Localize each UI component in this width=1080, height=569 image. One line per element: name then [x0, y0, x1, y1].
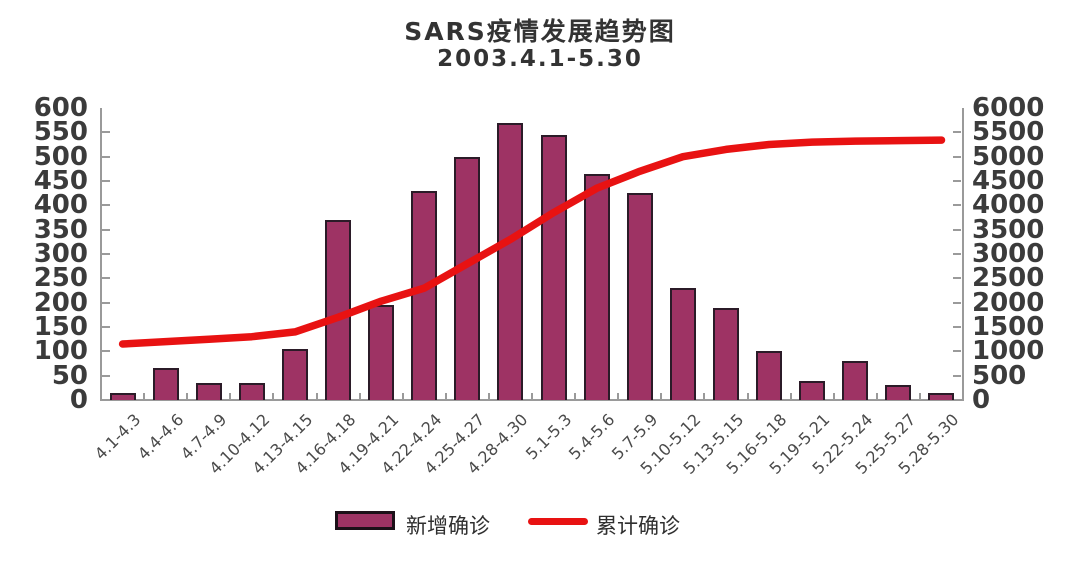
x-axis-tick [918, 393, 921, 399]
bar-5.4-5.6 [583, 173, 610, 400]
left-axis-tick [102, 301, 110, 304]
legend-line-swatch [528, 518, 588, 525]
right-axis-tick-label: 4500 [972, 166, 1045, 196]
right-axis-tick-label: 2500 [972, 263, 1045, 294]
left-axis-tick-label: 0 [69, 385, 88, 415]
left-axis-tick-label: 50 [51, 360, 88, 391]
legend-bar-label: 新增确诊 [406, 514, 490, 538]
left-axis-tick [102, 350, 110, 353]
right-axis-tick-label: 6000 [972, 93, 1045, 123]
left-axis-tick [102, 374, 110, 377]
x-axis-tick [186, 393, 189, 399]
cumulative-line-plot [118, 136, 946, 348]
right-axis-tick-label: 3500 [972, 214, 1045, 245]
bar-4.4-4.6 [152, 368, 179, 400]
x-axis-tick [531, 393, 533, 399]
bar-5.22-5.24 [842, 361, 869, 400]
bar-5.10-5.12 [669, 288, 696, 400]
x-axis-tick [487, 393, 490, 399]
legend-bar-swatch [335, 511, 395, 530]
right-axis-tick-label: 5500 [972, 117, 1045, 148]
left-axis-tick [102, 253, 110, 255]
x-axis-tick [703, 393, 706, 399]
x-axis-tick [401, 393, 404, 399]
x-axis-tick [229, 393, 232, 399]
x-axis-tick [574, 393, 577, 399]
cumulative-line [118, 136, 946, 348]
left-axis-tick-label: 300 [33, 239, 88, 269]
right-axis-tick-label: 3000 [972, 239, 1045, 269]
right-axis-tick-label: 1000 [972, 336, 1045, 367]
left-axis-tick-label: 450 [33, 166, 88, 196]
right-axis-tick-label: 2000 [972, 287, 1045, 318]
right-axis-tick [953, 131, 961, 134]
x-axis-tick [875, 393, 878, 399]
left-axis-tick [102, 204, 110, 207]
right-axis-tick-label: 1500 [972, 312, 1045, 342]
x-axis-tick [358, 393, 361, 399]
right-axis-tick [953, 277, 961, 280]
bar-4.13-4.15 [281, 348, 308, 400]
bar-5.16-5.18 [756, 351, 783, 400]
left-axis-tick [102, 228, 110, 231]
x-axis-tick [789, 393, 792, 399]
x-axis-tick [272, 393, 275, 399]
left-axis-tick-label: 200 [33, 287, 88, 318]
left-axis-tick-label: 400 [33, 190, 88, 221]
x-axis-tick [660, 393, 663, 399]
left-axis-tick-label: 250 [33, 263, 88, 294]
bar-4.1-4.3 [109, 392, 136, 400]
bar-4.22-4.24 [411, 190, 438, 400]
bar-5.7-5.9 [626, 193, 653, 400]
bar-4.28-4.30 [497, 122, 524, 400]
bar-5.28-5.30 [928, 392, 955, 400]
left-axis-line [100, 108, 102, 401]
left-axis-tick [102, 326, 110, 328]
left-axis-tick-label: 550 [33, 117, 88, 148]
right-axis-tick [953, 228, 961, 231]
chart-title: SARS疫情发展趋势图 [404, 17, 676, 46]
left-axis-tick-label: 100 [33, 336, 88, 367]
left-axis-tick [102, 155, 110, 158]
bar-4.7-4.9 [195, 382, 222, 400]
right-axis-tick [953, 180, 961, 182]
x-axis-tick [444, 393, 447, 399]
right-axis-tick-label: 4000 [972, 190, 1045, 221]
x-axis-tick [832, 393, 835, 399]
right-axis-tick-label: 500 [972, 360, 1027, 391]
bar-4.10-4.12 [238, 382, 265, 400]
x-axis-tick [315, 393, 318, 399]
bar-4.19-4.21 [368, 305, 395, 400]
right-axis-tick [953, 253, 961, 255]
chart-subtitle: 2003.4.1-5.30 [437, 46, 643, 72]
x-axis-tick [143, 393, 146, 399]
right-axis-tick-label: 0 [972, 385, 991, 415]
left-axis-tick [102, 277, 110, 280]
x-axis-tick [746, 393, 749, 399]
right-axis-tick [953, 155, 961, 158]
bar-5.1-5.3 [540, 134, 567, 400]
bar-5.13-5.15 [712, 307, 739, 400]
right-axis-tick [953, 204, 961, 207]
left-axis-tick [102, 180, 110, 182]
x-axis-tick [617, 393, 620, 399]
left-axis-tick-label: 150 [33, 312, 88, 342]
left-axis-tick-label: 600 [33, 93, 88, 123]
right-axis-tick [953, 301, 961, 304]
right-axis-tick-label: 5000 [972, 141, 1045, 172]
x-axis-line [100, 399, 964, 401]
right-axis-tick [953, 326, 961, 328]
left-axis-tick-label: 350 [33, 214, 88, 245]
right-axis-tick [953, 350, 961, 353]
right-axis-tick [953, 374, 961, 377]
left-axis-tick-label: 500 [33, 141, 88, 172]
left-axis-tick [102, 131, 110, 134]
bar-5.25-5.27 [885, 385, 912, 400]
legend-line-label: 累计确诊 [596, 514, 680, 538]
right-axis-line [962, 108, 964, 401]
bar-5.19-5.21 [799, 380, 826, 400]
bar-4.25-4.27 [454, 156, 481, 400]
